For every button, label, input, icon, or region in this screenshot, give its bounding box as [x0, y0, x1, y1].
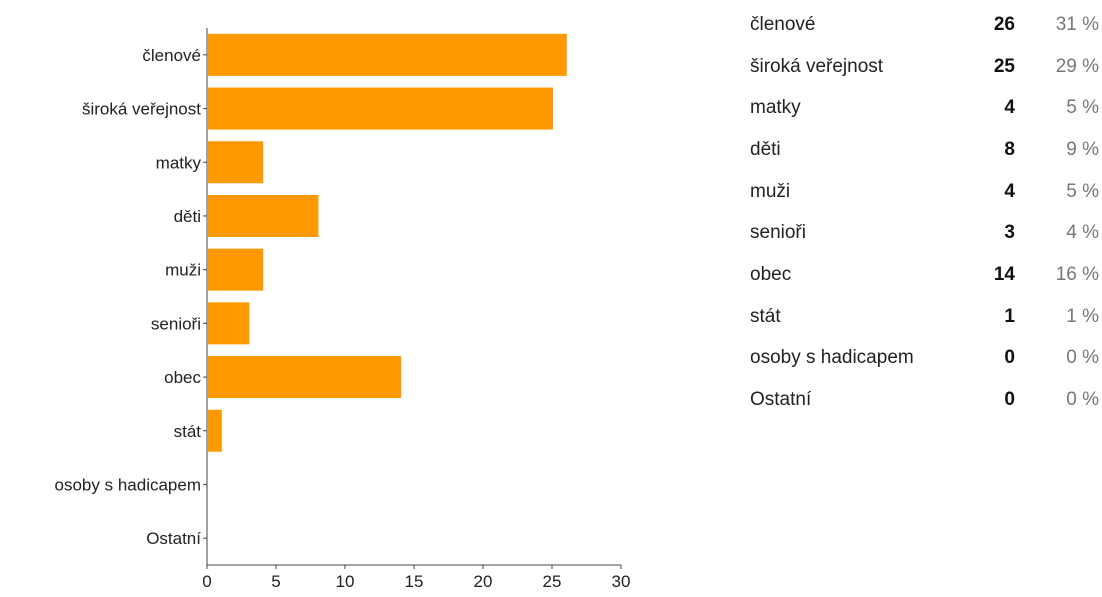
category-label: senioři: [151, 314, 201, 333]
summary-row: matky 4 5 %: [750, 87, 1099, 129]
summary-row: stát 1 1 %: [750, 296, 1099, 338]
summary-category: Ostatní: [750, 389, 812, 411]
summary-count: 25: [993, 55, 1015, 77]
summary-row: obec 14 16 %: [750, 254, 1099, 296]
summary-percent: 16 %: [1055, 263, 1099, 285]
bar: [208, 248, 264, 291]
summary-percent: 0 %: [1066, 347, 1099, 369]
category-label: obec: [164, 368, 201, 387]
summary-category: členové: [750, 13, 816, 35]
bar: [208, 409, 222, 452]
category-label: děti: [174, 207, 201, 226]
summary-count: 4: [1004, 180, 1015, 202]
bar: [208, 87, 553, 130]
summary-category: senioři: [750, 222, 806, 244]
x-tick-label: 5: [271, 572, 280, 591]
category-label: muži: [165, 261, 201, 280]
summary-table-body: členové 26 31 % široká veřejnost 25 29 % matky…: [750, 4, 1099, 421]
summary-percent: 29 %: [1055, 55, 1099, 77]
summary-count: 0: [1004, 347, 1015, 369]
x-tick-label: 0: [202, 572, 211, 591]
x-tick-label: 20: [474, 572, 493, 591]
category-label: široká veřejnost: [82, 100, 201, 119]
bar: [208, 302, 250, 345]
summary-percent: 9 %: [1066, 138, 1099, 160]
summary-count: 3: [1004, 222, 1015, 244]
summary-category: muži: [750, 180, 791, 202]
summary-percent: 31 %: [1055, 13, 1099, 35]
summary-row: senioři 3 4 %: [750, 212, 1099, 254]
summary-percent: 1 %: [1066, 305, 1099, 327]
x-tick-label: 30: [612, 572, 631, 591]
summary-percent: 5 %: [1066, 97, 1099, 119]
x-tick-label: 15: [405, 572, 424, 591]
summary-row: osoby s hadicapem 0 0 %: [750, 338, 1099, 380]
bar: [208, 194, 319, 237]
summary-count: 8: [1004, 138, 1015, 160]
category-label: Ostatní: [146, 529, 201, 548]
category-label: stát: [174, 422, 202, 441]
summary-category: široká veřejnost: [750, 55, 884, 77]
bar: [208, 33, 567, 76]
summary-category: osoby s hadicapem: [750, 347, 914, 369]
summary-row: děti 8 9 %: [750, 129, 1099, 171]
summary-count: 4: [1004, 97, 1015, 119]
summary-table: členové 26 31 % široká veřejnost 25 29 % matky…: [750, 4, 1099, 421]
summary-category: děti: [750, 138, 781, 160]
summary-row: muži 4 5 %: [750, 171, 1099, 213]
summary-percent: 0 %: [1066, 389, 1099, 411]
summary-count: 1: [1004, 305, 1015, 327]
summary-row: členové 26 31 %: [750, 4, 1099, 46]
summary-percent: 4 %: [1066, 222, 1099, 244]
summary-row: Ostatní 0 0 %: [750, 379, 1099, 421]
summary-category: stát: [750, 305, 781, 327]
summary-count: 0: [1004, 389, 1015, 411]
bar-chart: členové široká veřejnost matky děti muži seni…: [55, 28, 631, 591]
summary-percent: 5 %: [1066, 180, 1099, 202]
category-label: matky: [156, 153, 202, 172]
category-label: členové: [142, 46, 201, 65]
x-tick-label: 25: [543, 572, 562, 591]
x-tick-label: 10: [336, 572, 355, 591]
category-label: osoby s hadicapem: [55, 475, 201, 494]
bar: [208, 141, 264, 184]
summary-row: široká veřejnost 25 29 %: [750, 46, 1099, 88]
bar: [208, 356, 402, 399]
summary-count: 26: [993, 13, 1015, 35]
summary-category: matky: [750, 97, 801, 119]
summary-category: obec: [750, 263, 792, 285]
summary-count: 14: [993, 263, 1015, 285]
